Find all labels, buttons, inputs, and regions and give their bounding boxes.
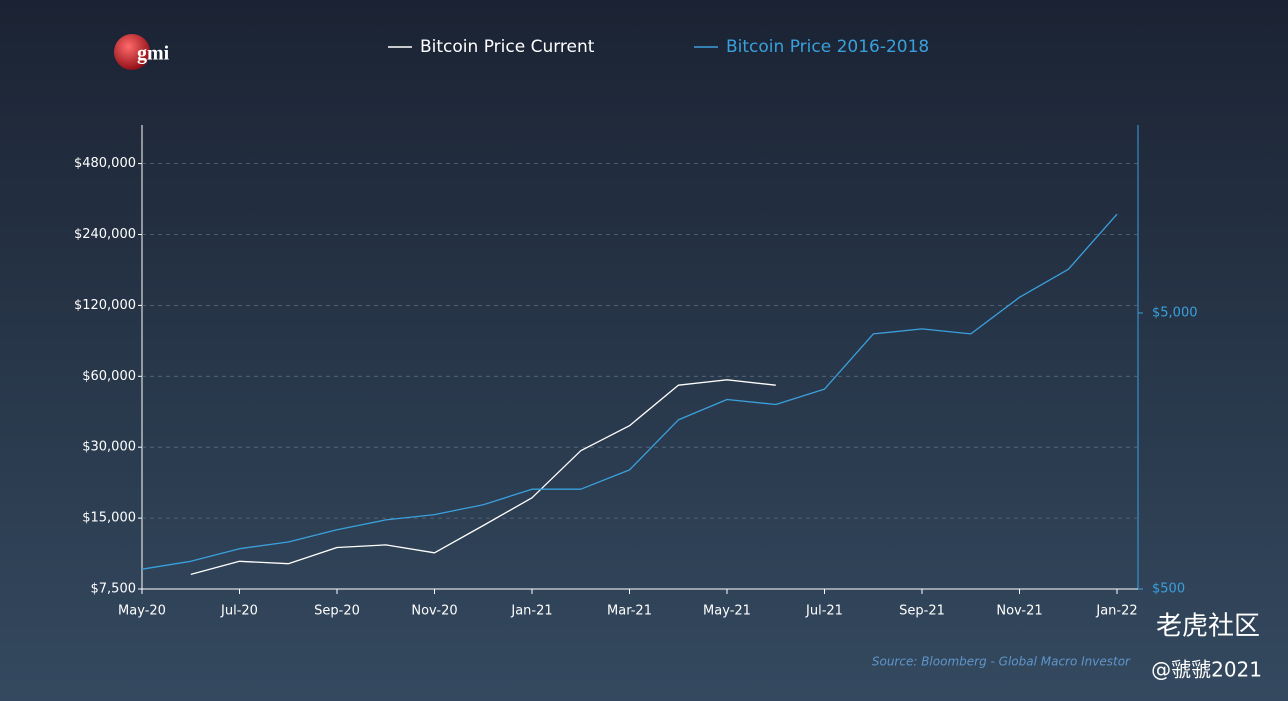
watermark: @虢虢2021 — [1151, 658, 1262, 682]
source: Source: Bloomberg - Global Macro Investo… — [872, 655, 1131, 669]
x-tick-label: Sep-21 — [899, 604, 945, 619]
y-tick-label: $30,000 — [82, 440, 136, 455]
y-tick-label: $480,000 — [74, 156, 136, 171]
series-line — [141, 213, 1118, 570]
y2-tick-label: $5,000 — [1152, 306, 1198, 321]
y-tick-label: $15,000 — [82, 511, 136, 526]
logo-globe — [114, 34, 150, 70]
x-tick-label: Mar-21 — [607, 604, 652, 619]
x-tick-label: Jul-20 — [220, 604, 258, 619]
y2-tick-label: $500 — [1152, 582, 1185, 597]
x-tick-label: Jul-21 — [805, 604, 843, 619]
legend-label: Bitcoin Price Current — [420, 37, 595, 57]
x-tick-label: Nov-21 — [996, 604, 1042, 619]
x-tick-label: May-20 — [118, 604, 166, 619]
y-tick-label: $120,000 — [74, 298, 136, 313]
x-tick-label: Jan-21 — [510, 604, 552, 619]
x-tick-label: Jan-22 — [1095, 604, 1137, 619]
logo: gmi — [137, 43, 170, 65]
x-tick-label: May-21 — [703, 604, 751, 619]
series-line — [190, 379, 776, 576]
watermark: 老虎社区 — [1156, 612, 1260, 642]
x-tick-label: Sep-20 — [314, 604, 360, 619]
y-tick-label: $60,000 — [82, 369, 136, 384]
x-tick-label: Nov-20 — [411, 604, 457, 619]
y-tick-label: $240,000 — [74, 227, 136, 242]
y-tick-label: $7,500 — [91, 582, 137, 597]
legend-label: Bitcoin Price 2016-2018 — [726, 37, 929, 57]
